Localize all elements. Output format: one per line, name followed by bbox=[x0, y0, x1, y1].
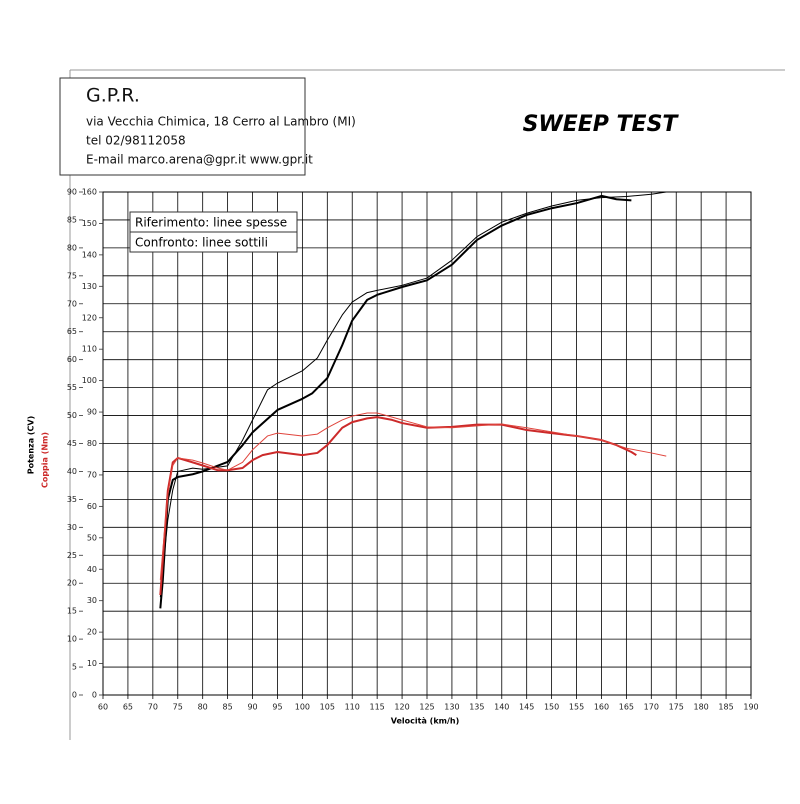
x-tick-label: 75 bbox=[173, 703, 183, 712]
y2-tick-label: 90 bbox=[87, 408, 97, 417]
y2-tick-label: 100 bbox=[82, 376, 97, 385]
y-tick-label: 60 bbox=[67, 355, 77, 364]
x-tick-label: 135 bbox=[469, 703, 484, 712]
x-axis-title: Velocità (km/h) bbox=[391, 717, 460, 726]
y2-tick-label: 70 bbox=[87, 470, 97, 479]
x-tick-label: 110 bbox=[345, 703, 360, 712]
y-tick-label: 5 bbox=[72, 663, 77, 672]
y-tick-label: 80 bbox=[67, 243, 77, 252]
legend-note: Confronto: linee sottili bbox=[135, 236, 268, 250]
plot: 60 65 70 75 80 85 90 95 100 105 110 115 120 125 130 135… bbox=[67, 188, 759, 712]
y2-tick-label: 40 bbox=[87, 565, 97, 574]
x-tick-label: 60 bbox=[98, 703, 108, 712]
legend-note: Riferimento: linee spesse bbox=[135, 216, 287, 230]
series-line bbox=[159, 191, 667, 598]
y-tick-label: 85 bbox=[67, 215, 77, 224]
y2-axis-title: Coppia (Nm) bbox=[41, 432, 50, 488]
y2-tick-label: 20 bbox=[87, 628, 97, 637]
x-tick-label: 80 bbox=[198, 703, 208, 712]
contact: E-mail marco.arena@gpr.it www.gpr.it bbox=[86, 153, 313, 167]
y2-tick-label: 130 bbox=[82, 282, 97, 291]
y2-tick-label: 150 bbox=[82, 219, 97, 228]
y-tick-label: 70 bbox=[67, 299, 77, 308]
y-tick-label: 90 bbox=[67, 188, 77, 197]
y2-tick-label: 30 bbox=[87, 596, 97, 605]
y-tick-label: 35 bbox=[67, 495, 77, 504]
header-box bbox=[59, 77, 306, 176]
y-tick-label: 20 bbox=[67, 579, 77, 588]
x-tick-label: 165 bbox=[619, 703, 634, 712]
y-tick-label: 15 bbox=[67, 607, 77, 616]
x-tick-label: 145 bbox=[519, 703, 534, 712]
y-tick-label: 65 bbox=[67, 327, 77, 336]
x-tick-label: 140 bbox=[494, 703, 509, 712]
address: via Vecchia Chimica, 18 Cerro al Lambro … bbox=[86, 115, 356, 129]
x-tick-label: 180 bbox=[694, 703, 709, 712]
x-tick-label: 65 bbox=[123, 703, 133, 712]
y-axis-title: Potenza (CV) bbox=[27, 416, 36, 475]
x-tick-label: 185 bbox=[718, 703, 733, 712]
x-tick-label: 130 bbox=[444, 703, 459, 712]
x-tick-label: 120 bbox=[394, 703, 409, 712]
x-tick-label: 95 bbox=[272, 703, 282, 712]
x-tick-label: 125 bbox=[419, 703, 434, 712]
x-tick-label: 175 bbox=[669, 703, 684, 712]
series-line bbox=[159, 412, 667, 580]
y2-tick-label: 50 bbox=[87, 533, 97, 542]
y-tick-label: 0 bbox=[72, 691, 77, 700]
y-tick-label: 10 bbox=[67, 635, 77, 644]
y2-tick-label: 0 bbox=[92, 691, 97, 700]
y-tick-label: 50 bbox=[67, 411, 77, 420]
x-tick-label: 170 bbox=[644, 703, 659, 712]
x-tick-label: 90 bbox=[247, 703, 257, 712]
y2-tick-label: 120 bbox=[82, 313, 97, 322]
x-tick-label: 160 bbox=[594, 703, 609, 712]
y2-tick-label: 80 bbox=[87, 439, 97, 448]
y-tick-label: 40 bbox=[67, 467, 77, 476]
y-tick-label: 45 bbox=[67, 439, 77, 448]
x-tick-label: 190 bbox=[743, 703, 758, 712]
y-tick-label: 30 bbox=[67, 523, 77, 532]
x-tick-label: 105 bbox=[320, 703, 335, 712]
y2-tick-label: 160 bbox=[82, 188, 97, 197]
company: G.P.R. bbox=[86, 85, 140, 107]
y2-tick-label: 110 bbox=[82, 345, 97, 354]
y2-tick-label: 60 bbox=[87, 502, 97, 511]
x-tick-label: 150 bbox=[544, 703, 559, 712]
series-line bbox=[159, 194, 632, 609]
x-tick-label: 70 bbox=[148, 703, 158, 712]
x-tick-label: 85 bbox=[223, 703, 233, 712]
phone: tel 02/98112058 bbox=[86, 134, 186, 148]
chart-title: SWEEP TEST bbox=[523, 112, 680, 137]
y2-tick-label: 10 bbox=[87, 659, 97, 668]
x-tick-label: 115 bbox=[370, 703, 385, 712]
y-tick-label: 75 bbox=[67, 271, 77, 280]
series-line bbox=[159, 416, 637, 596]
x-tick-label: 155 bbox=[569, 703, 584, 712]
y-tick-label: 25 bbox=[67, 551, 77, 560]
y-tick-label: 55 bbox=[67, 383, 77, 392]
x-tick-label: 100 bbox=[295, 703, 310, 712]
y2-tick-label: 140 bbox=[82, 250, 97, 259]
